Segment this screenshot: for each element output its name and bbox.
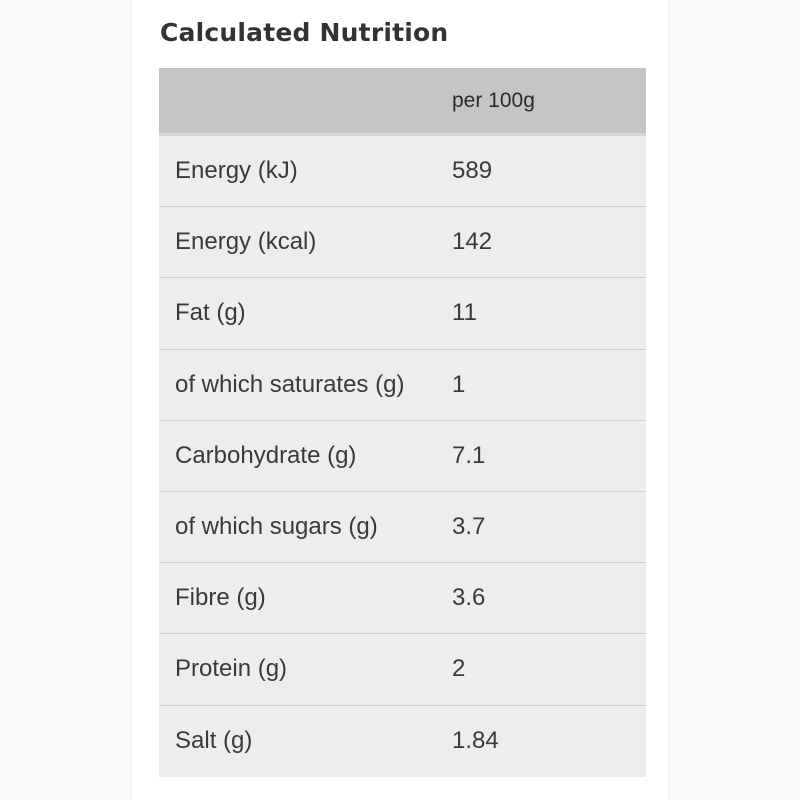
row-value: 7.1	[452, 441, 486, 469]
row-value: 1.84	[452, 727, 499, 755]
row-value: 142	[452, 228, 493, 256]
row-value: 589	[452, 157, 493, 185]
row-value: 2	[452, 655, 466, 683]
row-label: of which saturates (g)	[175, 370, 405, 398]
row-label: Protein (g)	[175, 655, 288, 683]
row-label: Energy (kcal)	[175, 228, 317, 256]
table-row: of which sugars (g) 3.7	[159, 492, 646, 564]
row-label: Fibre (g)	[175, 584, 266, 612]
table-row: Energy (kcal) 142	[159, 207, 646, 279]
table-header: per 100g	[159, 68, 646, 136]
page-content: Calculated Nutrition per 100g Energy (kJ…	[131, 0, 669, 800]
row-value: 3.7	[452, 513, 486, 541]
table-row: Carbohydrate (g) 7.1	[159, 421, 646, 492]
row-value: 1	[452, 370, 466, 398]
row-label: of which sugars (g)	[175, 513, 378, 541]
table-row: Fibre (g) 3.6	[159, 563, 646, 635]
row-label: Fat (g)	[175, 299, 246, 327]
nutrition-table: per 100g Energy (kJ) 589 Energy (kcal) 1…	[159, 68, 646, 777]
table-row: of which saturates (g) 1	[159, 350, 646, 421]
row-value: 3.6	[452, 584, 486, 612]
table-row: Salt (g) 1.84	[159, 706, 646, 777]
row-value: 11	[452, 299, 477, 327]
row-label: Carbohydrate (g)	[175, 441, 357, 469]
table-row: Energy (kJ) 589	[159, 136, 646, 208]
table-row: Fat (g) 11	[159, 278, 646, 350]
page-title: Calculated Nutrition	[160, 18, 449, 47]
header-per-100g: per 100g	[452, 88, 535, 112]
row-label: Salt (g)	[175, 727, 253, 755]
table-row: Protein (g) 2	[159, 634, 646, 706]
row-label: Energy (kJ)	[175, 157, 298, 185]
